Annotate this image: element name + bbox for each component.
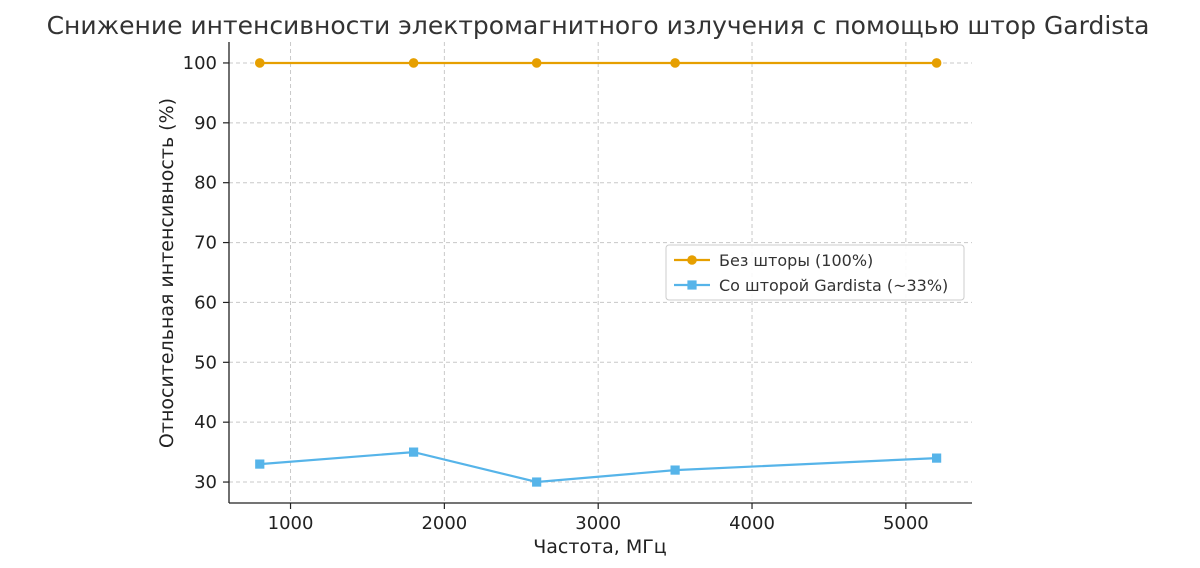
x-tick-label: 2000: [421, 513, 467, 534]
y-tick-label: 90: [194, 113, 217, 134]
y-tick-label: 70: [194, 233, 217, 254]
y-tick-label: 30: [194, 472, 217, 493]
series-2-point: [255, 459, 265, 469]
legend-marker-2: [687, 280, 697, 290]
legend: Без шторы (100%) Со шторой Gardista (~33%…: [665, 244, 965, 301]
y-tick-label: 60: [194, 292, 217, 313]
x-axis-label: Частота, МГц: [533, 536, 667, 558]
legend-label-2: Со шторой Gardista (~33%): [719, 276, 948, 295]
y-axis-label: Относительная интенсивность (%): [156, 98, 178, 448]
series-1-point: [254, 58, 265, 68]
legend-marker-1: [687, 255, 697, 265]
legend-frame: [665, 244, 965, 301]
legend-label-1: Без шторы (100%): [719, 251, 873, 270]
chart-title: Снижение интенсивности электромагнитного…: [47, 11, 1150, 40]
series-2-point: [670, 465, 680, 475]
y-tick-label: 40: [194, 412, 217, 433]
axes: 1000 2000 3000 4000 5000 30 40 50 60 70 80 90 100: [183, 42, 972, 534]
y-tick-label: 50: [194, 352, 217, 373]
x-tick-label: 4000: [729, 513, 775, 534]
series-1-point: [931, 58, 942, 68]
series-1-point: [408, 58, 419, 68]
series-2-point: [932, 453, 942, 463]
series-2-point: [532, 477, 542, 487]
x-tick-label: 3000: [575, 513, 621, 534]
series-2-point: [408, 447, 419, 457]
series-1-point: [531, 58, 542, 68]
series-layer: [254, 58, 942, 487]
y-tick-label: 80: [194, 173, 217, 194]
x-tick-label: 5000: [883, 513, 929, 534]
series-1-point: [670, 58, 680, 68]
x-tick-label: 1000: [268, 513, 314, 534]
y-tick-label: 100: [183, 53, 217, 74]
